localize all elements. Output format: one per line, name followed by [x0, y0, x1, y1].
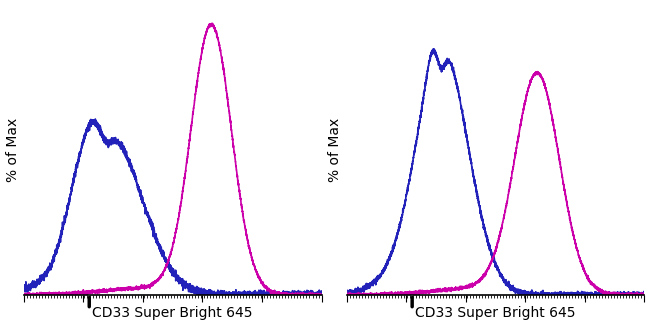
X-axis label: CD33 Super Bright 645: CD33 Super Bright 645 — [415, 306, 576, 320]
X-axis label: CD33 Super Bright 645: CD33 Super Bright 645 — [92, 306, 253, 320]
Y-axis label: % of Max: % of Max — [328, 118, 343, 182]
Y-axis label: % of Max: % of Max — [6, 118, 20, 182]
